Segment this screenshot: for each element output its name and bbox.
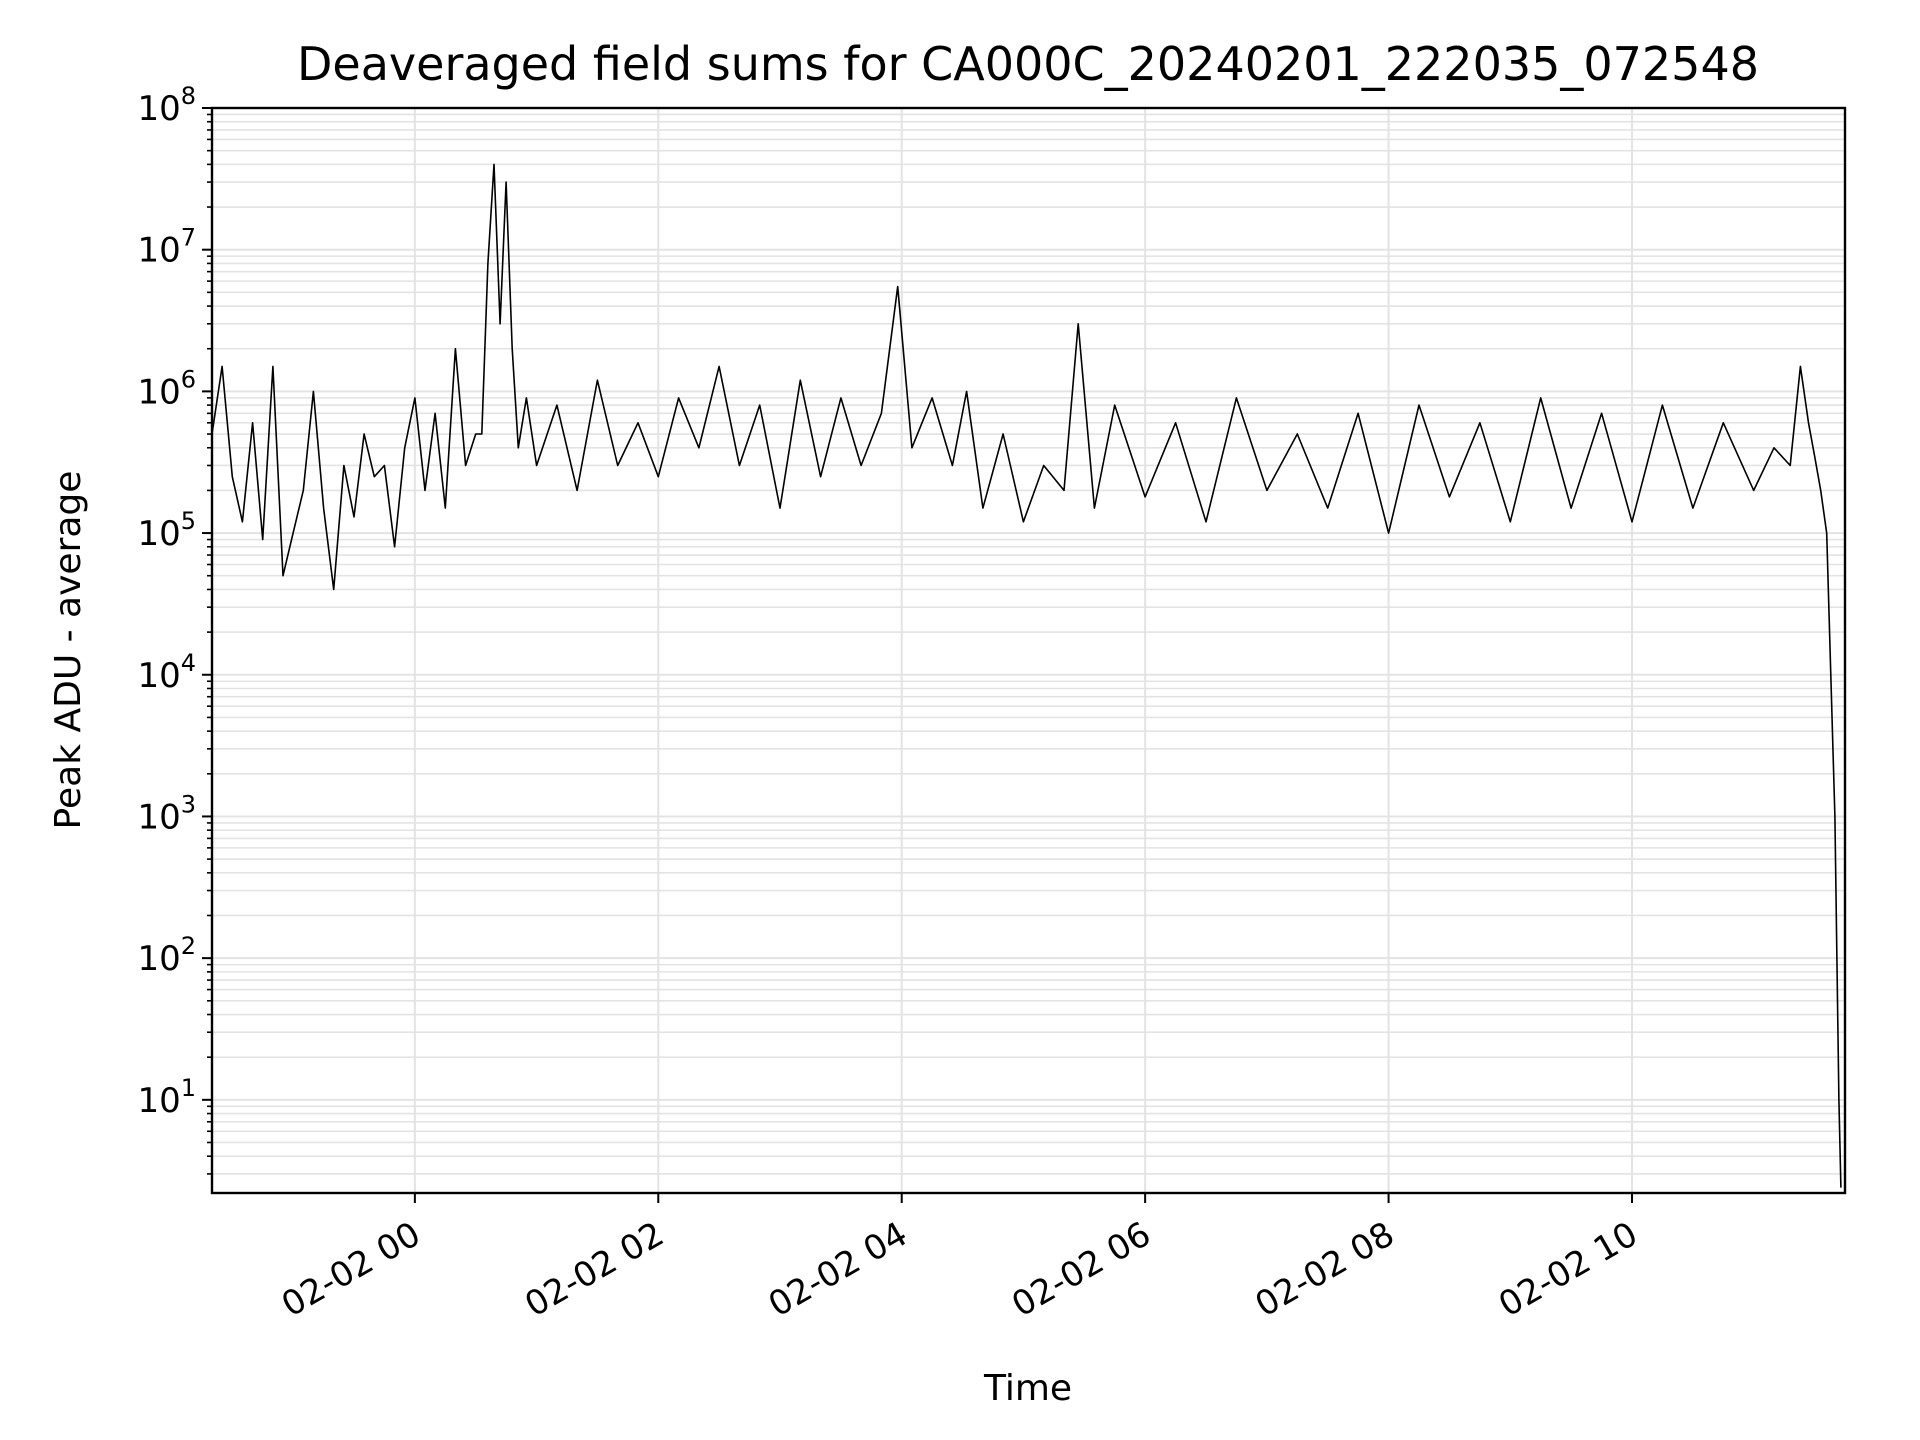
chart-title: Deaveraged field sums for CA000C_2024020… <box>297 37 1759 91</box>
y-axis: 101 102 103 104 105 106 107 108 <box>137 82 212 1175</box>
y-tick-label: 101 <box>137 1074 196 1121</box>
y-tick-label: 107 <box>137 224 196 271</box>
x-axis-label: Time <box>983 1368 1072 1409</box>
y-axis-label: Peak ADU - average <box>48 471 89 830</box>
y-tick-label: 103 <box>137 790 196 837</box>
plot-frame <box>210 106 1847 1195</box>
y-tick-label: 106 <box>137 365 196 412</box>
series-layer <box>211 163 1842 1188</box>
y-tick-label: 104 <box>137 649 196 696</box>
y-tick-label: 102 <box>137 932 196 979</box>
y-tick-label: 105 <box>137 507 196 554</box>
series-line-0 <box>211 163 1842 1188</box>
grid <box>212 107 1845 1193</box>
y-tick-label: 108 <box>137 82 196 129</box>
